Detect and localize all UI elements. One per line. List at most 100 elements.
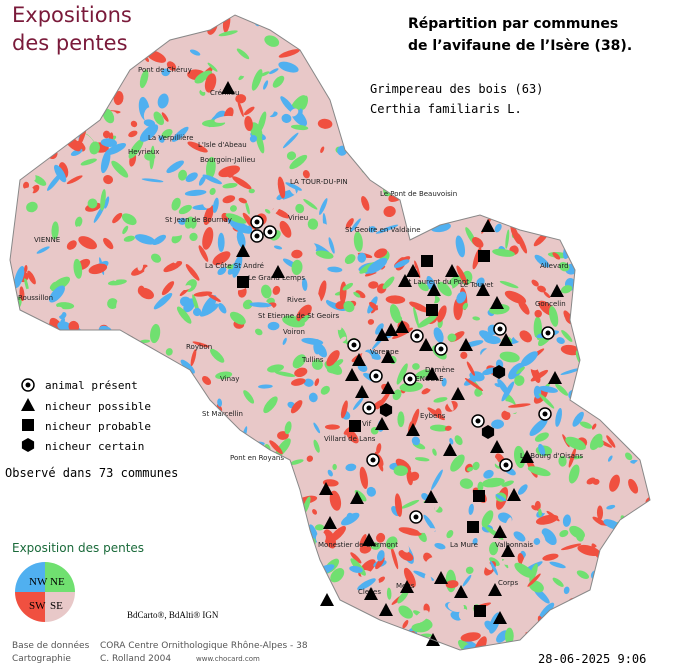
slope-patch [68,320,80,333]
slope-patch [331,630,343,641]
slope-patch [334,633,354,650]
species-latin: Certhia familiaris L. [370,102,522,116]
slope-patch [314,524,325,531]
slope-patch [40,209,49,219]
slope-patch [218,165,241,178]
marker-possible [427,283,441,296]
slope-patch [153,292,173,310]
slope-patch [565,436,586,451]
slope-patch [538,385,558,393]
slope-patch [526,175,536,184]
slope-patch [184,565,198,586]
slope-patch [21,502,33,515]
legend-label: animal présent [45,379,138,392]
slope-patch [556,337,565,344]
town-label: Heyrieux [128,148,159,156]
slope-patch [470,531,482,541]
slope-patch [215,487,226,506]
slope-patch [344,254,356,265]
town-label: LA TOUR-DU-PIN [290,178,348,186]
slope-patch [369,644,379,650]
slope-patch [100,189,106,211]
slope-patch [477,481,484,492]
slope-patch [514,562,534,578]
slope-patch [453,147,472,162]
slope-patch [604,557,619,572]
slope-patch [192,307,202,317]
slope-patch [19,491,33,504]
slope-patch [519,330,532,343]
slope-patch [249,578,267,587]
slope-patch [601,360,618,375]
town-label: St Etienne de St Geoirs [258,312,339,320]
slope-patch [634,239,645,260]
slope-patch [111,160,129,178]
slope-patch [504,161,512,184]
slope-patch [460,351,468,359]
slope-patch [446,530,454,539]
slope-patch [185,172,198,183]
slope-patch [161,129,173,139]
slope-patch [622,622,629,637]
slope-patch [593,0,614,9]
slope-patch [332,463,337,471]
slope-patch [121,213,137,226]
slope-patch [481,71,492,78]
slope-patch [133,25,142,38]
slope-patch [306,455,314,462]
slope-patch [382,133,394,153]
slope-patch [664,305,674,315]
marker-present [503,462,509,468]
slope-patch [632,321,650,337]
slope-patch [442,141,451,151]
slope-patch [579,58,588,66]
slope-patch [143,107,154,122]
slope-patch [645,507,650,520]
slope-patch [370,0,387,11]
slope-patch [152,427,168,438]
slope-patch [578,0,589,9]
slope-patch [445,580,459,589]
slope-patch [403,176,413,190]
slope-patch [410,161,414,178]
slope-patch [457,135,472,151]
slope-patch [491,419,505,429]
slope-patch [543,60,548,67]
slope-patch [191,433,199,441]
slope-patch [324,424,340,430]
slope-patch [208,551,220,563]
slope-patch [258,384,273,389]
slope-patch [187,516,192,535]
slope-patch [139,69,149,89]
slope-patch [171,253,178,264]
slope-patch [662,21,671,29]
slope-patch [583,108,591,125]
observed-count: Observé dans 73 communes [5,466,178,480]
slope-patch [86,290,105,302]
slope-patch [10,630,20,638]
slope-patch [231,489,244,501]
marker-probable [22,419,34,431]
slope-patch [294,453,307,473]
slope-patch [370,169,377,182]
slope-patch [382,276,395,290]
slope-patch [157,93,169,109]
slope-patch [441,377,447,387]
slope-patch [534,115,557,125]
slope-patch [444,425,452,431]
slope-patch [458,608,470,621]
slope-patch [383,49,404,54]
slope-patch [587,453,597,461]
slope-patch [24,218,46,231]
slope-patch [433,137,443,143]
slope-patch [523,199,543,215]
slope-patch [512,207,520,228]
town-label: Allevard [540,262,569,270]
slope-patch [342,102,349,116]
slope-patch [147,381,160,396]
slope-patch [97,77,108,82]
marker-present [438,346,444,352]
slope-patch [540,110,551,122]
slope-patch [276,521,286,527]
slope-patch [339,623,355,641]
